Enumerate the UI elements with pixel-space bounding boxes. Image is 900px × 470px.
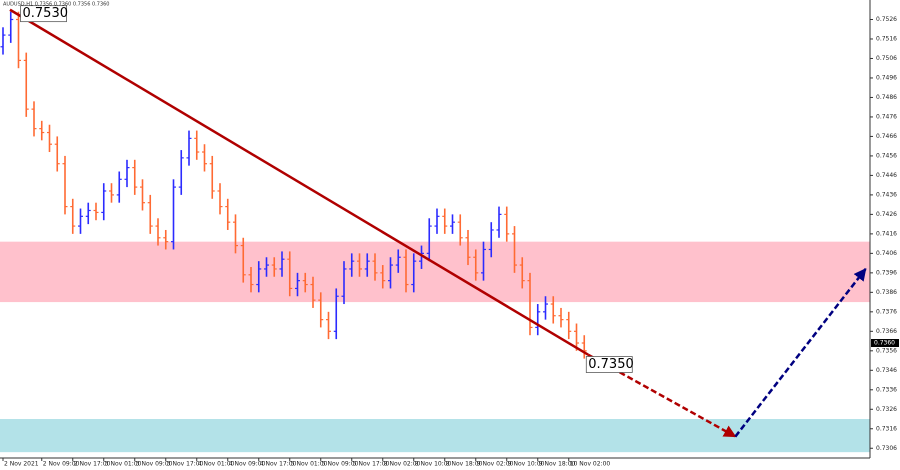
y-tick-label: 0.7516: [876, 35, 897, 42]
y-tick-label: 0.7486: [876, 94, 897, 101]
x-tick-label: 5 Nov 17:00: [353, 461, 390, 468]
x-tick-label: 2 Nov 09:00: [43, 461, 80, 468]
annotation-box: [585, 356, 633, 373]
trend-line: [734, 267, 867, 438]
x-tick-label: 10 Nov 02:00: [570, 461, 611, 468]
annotation-label: 0.7530: [23, 6, 69, 21]
x-tick-label: 5 Nov 01:00: [291, 461, 328, 468]
x-tick-label: 8 Nov 10:00: [415, 461, 452, 468]
y-tick-label: 0.7446: [876, 172, 897, 179]
x-tick-label: 5 Nov 09:00: [322, 461, 359, 468]
y-tick-label: 0.7306: [876, 445, 897, 452]
x-tick-label: 4 Nov 09:00: [229, 461, 266, 468]
x-tick-label: 3 Nov 01:00: [105, 461, 142, 468]
y-tick-label: 0.7426: [876, 211, 897, 218]
y-tick-label: 0.7356: [876, 347, 897, 354]
x-tick-label: 8 Nov 02:00: [384, 461, 421, 468]
zone: [0, 241, 870, 303]
y-tick-label: 0.7406: [876, 250, 897, 257]
x-tick-label: 4 Nov 17:00: [260, 461, 297, 468]
x-tick-label: 3 Nov 09:00: [136, 461, 173, 468]
annotation-label: 0.7350: [588, 357, 634, 372]
x-tick-label: 2 Nov 17:00: [74, 461, 111, 468]
y-tick-label: 0.7436: [876, 191, 897, 198]
y-tick-label: 0.7496: [876, 74, 897, 81]
annotation: 0.7350: [585, 356, 634, 373]
y-tick-label: 0.7376: [876, 308, 897, 315]
x-tick-label: 9 Nov 18:00: [539, 461, 576, 468]
y-tick-label: 0.7386: [876, 289, 897, 296]
x-tick-label: 4 Nov 01:00: [198, 461, 235, 468]
y-tick-label: 0.7336: [876, 386, 897, 393]
y-tick-label: 0.7316: [876, 425, 897, 432]
y-tick-label: 0.7526: [876, 16, 897, 23]
y-tick-label: 0.7416: [876, 230, 897, 237]
annotation: 0.7530: [20, 5, 69, 23]
y-tick-label: 0.7456: [876, 152, 897, 159]
zone: [0, 419, 870, 453]
y-tick-label: 0.7366: [876, 328, 897, 335]
annotation-box: [20, 5, 67, 23]
trend-line: [9, 8, 589, 356]
y-tick-label: 0.7476: [876, 113, 897, 120]
x-tick-label: 3 Nov 17:00: [167, 461, 204, 468]
y-tick-label: 0.7396: [876, 269, 897, 276]
header: AUDUSD,H1 0.7356 0.7360 0.7356 0.7360: [3, 2, 109, 8]
last-price-label: 0.7360: [874, 340, 895, 347]
x-tick-label: 2 Nov 2021: [4, 461, 39, 468]
x-tick-label: 9 Nov 02:00: [477, 461, 514, 468]
y-tick-label: 0.7466: [876, 133, 897, 140]
x-tick-label: 8 Nov 18:00: [446, 461, 483, 468]
bars: [0, 11, 587, 359]
y-tick-label: 0.7506: [876, 55, 897, 62]
last-price-box: [871, 339, 899, 348]
zones: [0, 241, 870, 453]
y-tick-label: 0.7326: [876, 406, 897, 413]
y-tick-label: 0.7346: [876, 367, 897, 374]
x-tick-label: 9 Nov 10:00: [508, 461, 545, 468]
